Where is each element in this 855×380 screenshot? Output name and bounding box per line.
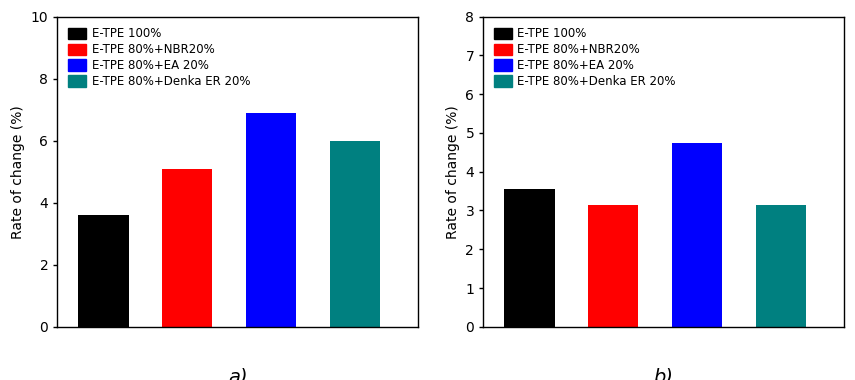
Y-axis label: Rate of change (%): Rate of change (%) xyxy=(445,105,460,239)
Bar xyxy=(672,142,722,327)
Bar xyxy=(246,113,297,327)
Bar xyxy=(330,141,380,327)
Bar xyxy=(756,205,806,327)
Y-axis label: Rate of change (%): Rate of change (%) xyxy=(11,105,25,239)
Legend: E-TPE 100%, E-TPE 80%+NBR20%, E-TPE 80%+EA 20%, E-TPE 80%+Denka ER 20%: E-TPE 100%, E-TPE 80%+NBR20%, E-TPE 80%+… xyxy=(489,22,681,93)
Legend: E-TPE 100%, E-TPE 80%+NBR20%, E-TPE 80%+EA 20%, E-TPE 80%+Denka ER 20%: E-TPE 100%, E-TPE 80%+NBR20%, E-TPE 80%+… xyxy=(63,22,255,93)
Bar xyxy=(162,169,213,327)
Text: b): b) xyxy=(653,367,674,380)
Bar xyxy=(504,189,555,327)
Text: a): a) xyxy=(227,367,247,380)
Bar xyxy=(79,215,128,327)
Bar xyxy=(588,205,639,327)
